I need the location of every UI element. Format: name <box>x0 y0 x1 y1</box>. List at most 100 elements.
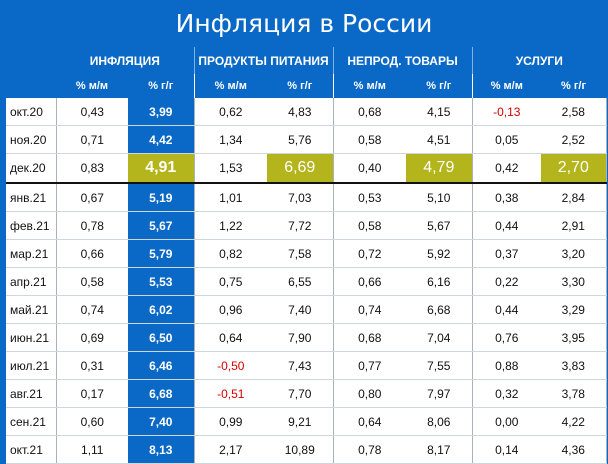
cell-inflation-yy: 6,46 <box>128 351 195 380</box>
row-month-label: июл.21 <box>6 351 56 380</box>
table-row: май.21 0,74 6,02 0,96 7,40 0,74 6,68 0,44 3,29 <box>6 295 607 324</box>
cell-nonfood-mm: 0,40 <box>333 153 407 184</box>
corner-cell <box>6 74 56 98</box>
sub-header-mm: % м/м <box>214 80 247 92</box>
cell-services-yy: 2,91 <box>541 211 607 240</box>
cell-nonfood-mm: 0,58 <box>333 125 407 154</box>
cell-inflation-yy: 5,53 <box>128 267 195 296</box>
corner-cell <box>6 47 56 74</box>
cell-services-yy: 4,22 <box>541 407 607 436</box>
cell-inflation-mm: 0,83 <box>55 153 128 184</box>
cell-food-yy: 10,89 <box>267 435 334 464</box>
cell-inflation-yy: 8,13 <box>128 435 195 464</box>
cell-nonfood-mm: 0,68 <box>333 98 407 126</box>
cell-food-yy: 7,43 <box>267 351 334 380</box>
cell-services-mm: 0,00 <box>472 407 542 436</box>
cell-nonfood-yy: 5,10 <box>406 183 473 212</box>
cell-food-mm: 1,53 <box>194 153 268 184</box>
cell-nonfood-yy: 4,15 <box>406 98 473 126</box>
group-header-inflation: ИНФЛЯЦИЯ <box>56 47 195 74</box>
cell-food-yy: 7,58 <box>267 239 334 268</box>
cell-services-mm: 0,32 <box>472 379 542 408</box>
cell-food-yy: 7,70 <box>267 379 334 408</box>
cell-nonfood-mm: 0,53 <box>333 183 407 212</box>
cell-food-mm: 1,22 <box>194 211 268 240</box>
cell-nonfood-yy: 7,97 <box>406 379 473 408</box>
cell-nonfood-yy: 4,51 <box>406 125 473 154</box>
cell-food-yy: 4,83 <box>267 98 334 126</box>
row-month-label: июн.21 <box>6 323 56 352</box>
cell-nonfood-mm: 0,74 <box>333 295 407 324</box>
cell-inflation-mm: 0,67 <box>55 183 128 212</box>
cell-services-mm: 0,05 <box>472 125 542 154</box>
cell-nonfood-mm: 0,80 <box>333 379 407 408</box>
sub-header-mm: % м/м <box>490 80 523 92</box>
cell-inflation-yy: 5,19 <box>128 183 195 212</box>
cell-nonfood-yy: 7,04 <box>406 323 473 352</box>
table-row: дек.20 0,83 4,91 1,53 6,69 0,40 4,79 0,42 2,70 <box>6 153 607 184</box>
table-row: июн.21 0,69 6,50 0,64 7,90 0,68 7,04 0,76 3,95 <box>6 323 607 352</box>
sub-header-row: % м/м % г/г % м/м % г/г % м/м % г/г % м/… <box>6 74 606 98</box>
cell-nonfood-mm: 0,58 <box>333 211 407 240</box>
cell-services-mm: 0,44 <box>472 295 542 324</box>
cell-services-mm: 0,76 <box>472 323 542 352</box>
cell-services-yy: 2,58 <box>541 98 607 126</box>
cell-inflation-yy: 5,79 <box>128 239 195 268</box>
page-title: Инфляция в России <box>175 9 433 38</box>
cell-food-mm: 1,34 <box>194 125 268 154</box>
cell-food-yy: 7,72 <box>267 211 334 240</box>
cell-inflation-mm: 0,69 <box>55 323 128 352</box>
cell-food-mm: 0,75 <box>194 267 268 296</box>
cell-inflation-mm: 0,17 <box>55 379 128 408</box>
cell-services-mm: 0,14 <box>472 435 542 464</box>
cell-inflation-mm: 0,58 <box>55 267 128 296</box>
row-month-label: сен.21 <box>6 407 56 436</box>
row-month-label: фев.21 <box>6 211 56 240</box>
row-month-label: окт.21 <box>6 435 56 464</box>
cell-services-yy: 3,83 <box>541 351 607 380</box>
cell-inflation-mm: 1,11 <box>55 435 128 464</box>
group-header-services: УСЛУГИ <box>515 53 563 68</box>
cell-services-mm: 0,22 <box>472 267 542 296</box>
table-row: окт.20 0,43 3,99 0,62 4,83 0,68 4,15 -0,13 2,58 <box>6 98 607 126</box>
cell-food-yy: 6,69 <box>267 153 334 184</box>
sub-header-yy: % г/г <box>128 74 195 98</box>
cell-services-yy: 3,29 <box>541 295 607 324</box>
row-month-label: мар.21 <box>6 239 56 268</box>
cell-nonfood-mm: 0,64 <box>333 407 407 436</box>
cell-food-mm: -0,51 <box>194 379 268 408</box>
table-row: фев.21 0,78 5,67 1,22 7,72 0,58 5,67 0,44 2,91 <box>6 211 607 240</box>
cell-nonfood-yy: 8,06 <box>406 407 473 436</box>
cell-inflation-mm: 0,60 <box>55 407 128 436</box>
cell-food-yy: 7,03 <box>267 183 334 212</box>
cell-food-mm: 1,01 <box>194 183 268 212</box>
cell-services-yy: 3,78 <box>541 379 607 408</box>
cell-inflation-mm: 0,71 <box>55 125 128 154</box>
cell-food-yy: 7,40 <box>267 295 334 324</box>
cell-inflation-mm: 0,43 <box>55 98 128 126</box>
cell-nonfood-yy: 5,67 <box>406 211 473 240</box>
sub-header-mm: % м/м <box>75 80 109 92</box>
sub-header-mm: % м/м <box>353 80 386 92</box>
cell-inflation-yy: 4,42 <box>128 125 195 154</box>
cell-inflation-mm: 0,74 <box>55 295 128 324</box>
cell-nonfood-mm: 0,72 <box>333 239 407 268</box>
cell-food-yy: 5,76 <box>267 125 334 154</box>
cell-services-yy: 2,84 <box>541 183 607 212</box>
row-month-label: авг.21 <box>6 379 56 408</box>
row-month-label: ноя.20 <box>6 125 56 154</box>
cell-inflation-mm: 0,78 <box>55 211 128 240</box>
sub-header-yy: % г/г <box>406 74 473 98</box>
cell-nonfood-yy: 7,55 <box>406 351 473 380</box>
row-month-label: май.21 <box>6 295 56 324</box>
row-month-label: апр.21 <box>6 267 56 296</box>
cell-services-yy: 4,36 <box>541 435 607 464</box>
table-row: июл.21 0,31 6,46 -0,50 7,43 0,77 7,55 0,88 3,83 <box>6 351 607 380</box>
cell-food-mm: -0,50 <box>194 351 268 380</box>
cell-nonfood-yy: 4,79 <box>406 153 473 184</box>
cell-inflation-mm: 0,66 <box>55 239 128 268</box>
cell-food-yy: 9,21 <box>267 407 334 436</box>
cell-food-mm: 0,62 <box>194 98 268 126</box>
cell-services-yy: 3,30 <box>541 267 607 296</box>
group-header-nonfood: НЕПРОД. ТОВАРЫ <box>333 47 473 74</box>
